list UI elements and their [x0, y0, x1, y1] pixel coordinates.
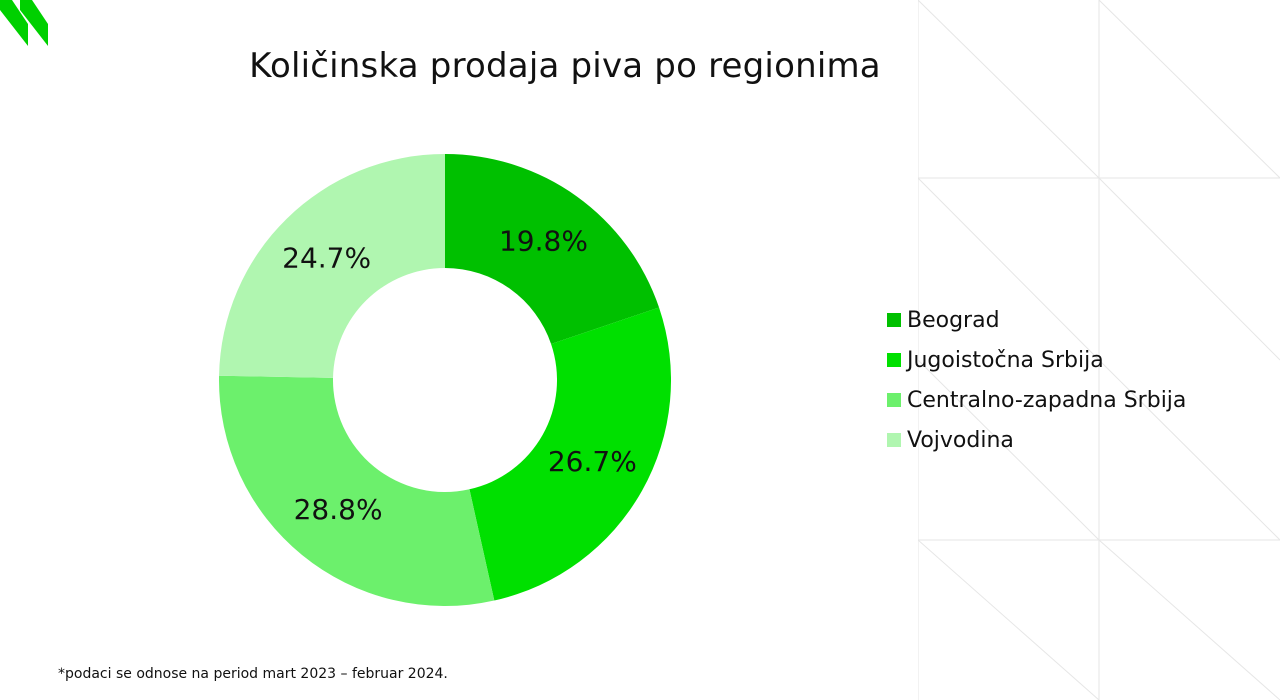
chart-legend: Beograd Jugoistočna Srbija Centralno-zapad…: [887, 300, 1186, 460]
legend-label: Beograd: [907, 307, 1000, 333]
legend-label: Centralno-zapadna Srbija: [907, 387, 1187, 413]
legend-swatch-icon: [887, 313, 901, 327]
background-grid-decoration: [918, 0, 1280, 700]
legend-label: Jugoistočna Srbija: [907, 347, 1104, 373]
donut-slice-beograd: [445, 154, 660, 345]
data-label: 26.7%: [548, 445, 637, 478]
legend-item: Vojvodina: [887, 420, 1186, 460]
legend-swatch-icon: [887, 393, 901, 407]
legend-swatch-icon: [887, 353, 901, 367]
chart-title: Količinska prodaja piva po regionima: [249, 46, 881, 86]
data-label: 28.8%: [294, 493, 383, 526]
brand-logo-icon: [0, 0, 48, 46]
donut-slice-vojvodina: [219, 154, 445, 378]
legend-item: Centralno-zapadna Srbija: [887, 380, 1186, 420]
legend-item: Beograd: [887, 300, 1186, 340]
legend-swatch-icon: [887, 433, 901, 447]
data-label: 24.7%: [282, 241, 371, 274]
data-label: 19.8%: [499, 225, 588, 258]
donut-chart: 19.8% 26.7% 28.8% 24.7%: [219, 154, 671, 606]
donut-slice-jugoisto-na-srbija: [469, 307, 671, 601]
legend-label: Vojvodina: [907, 427, 1014, 453]
footnote: *podaci se odnose na period mart 2023 – …: [58, 666, 448, 682]
donut-slice-centralno-zapadna-srbija: [219, 375, 495, 606]
legend-item: Jugoistočna Srbija: [887, 340, 1186, 380]
